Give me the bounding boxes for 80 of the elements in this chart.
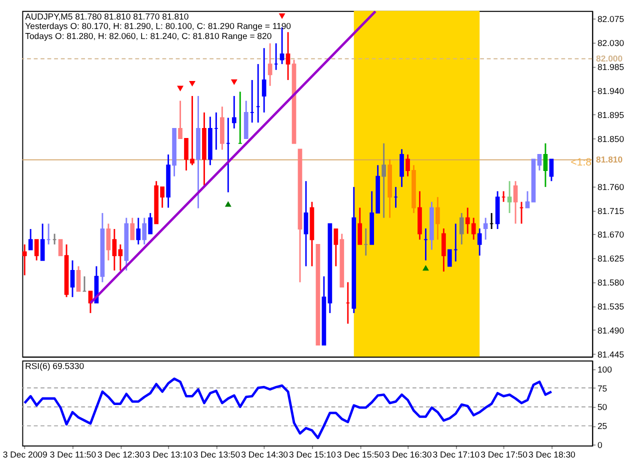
- y-tick-label: 82.030: [597, 38, 624, 48]
- annotation: Yesterdays O: 80.170, H: 81.290, L: 80.100, C: 81.290 Range = 1190: [25, 21, 292, 32]
- y-tick-label: 50: [597, 402, 608, 412]
- y-tick-label: 81.985: [597, 62, 624, 72]
- candlestick: [334, 228, 338, 267]
- candlestick: [447, 249, 452, 267]
- point: [422, 265, 429, 271]
- annotation: Todays O: 81.280, H: 82.060, L: 81.240, C: 81.810 Range = 820: [25, 30, 272, 41]
- candlestick: [477, 228, 482, 256]
- chart-title: RSI(6) 69.5330: [25, 361, 84, 372]
- candlestick: [136, 217, 141, 246]
- y-tick-label: 81.760: [597, 182, 624, 192]
- annotation: <1:8: [570, 156, 592, 168]
- line-series: [23, 378, 553, 440]
- x-tick-label: 3 Dec 12:30: [97, 450, 144, 460]
- candlestick: [58, 239, 63, 256]
- y-tick-label: 0: [597, 440, 602, 450]
- candlestick: [106, 222, 111, 262]
- y-tick-label: 81.625: [597, 254, 624, 264]
- x-tick-label: 3 Dec 15:50: [336, 450, 384, 460]
- x-tick-label: 3 Dec 2009: [2, 450, 48, 460]
- y-tick-label: 81.535: [597, 302, 624, 312]
- y-tick-label: 25: [597, 421, 608, 432]
- y-tick-label: 82.075: [597, 14, 624, 24]
- y-tick-label: 100: [597, 364, 612, 374]
- candlestick: [525, 190, 530, 208]
- y-tick-label: 81.715: [597, 206, 624, 216]
- candlestick: [358, 206, 362, 246]
- candlestick: [22, 244, 27, 276]
- candlestick: [382, 142, 386, 219]
- candlestick: [130, 217, 135, 240]
- ref-line-label: 81.810: [596, 154, 623, 165]
- candlestick: [513, 180, 518, 224]
- candlestick: [507, 180, 512, 214]
- y-tick-label: 81.895: [597, 110, 624, 120]
- point: [230, 79, 238, 85]
- candlestick: [436, 196, 440, 240]
- y-tick-label: 81.850: [597, 134, 624, 144]
- candlestick: [40, 222, 45, 262]
- y-tick-label: 81.490: [597, 325, 624, 336]
- point: [177, 86, 184, 92]
- candlestick: [400, 148, 404, 188]
- x-tick-label: 3 Dec 13:50: [193, 450, 240, 460]
- candlestick: [28, 228, 33, 250]
- y-tick-label: 81.940: [597, 86, 624, 96]
- ref-line-label: 82.000: [596, 54, 623, 64]
- candlestick: [483, 217, 488, 240]
- candlestick: [286, 31, 290, 81]
- candlestick: [537, 154, 542, 172]
- point: [189, 80, 196, 87]
- x-tick-label: 3 Dec 17:50: [480, 450, 528, 460]
- candlestick: [304, 180, 308, 267]
- candlestick: [406, 154, 410, 178]
- candlestick: [459, 212, 464, 246]
- candlestick: [76, 266, 81, 292]
- candlestick: [142, 217, 147, 246]
- candlestick: [268, 42, 272, 87]
- candlestick: [543, 142, 548, 188]
- candlestick: [34, 238, 39, 262]
- candlestick: [148, 212, 153, 235]
- x-tick-label: 3 Dec 16:30: [384, 450, 432, 460]
- point: [278, 13, 286, 19]
- candlestick: [442, 228, 446, 272]
- point: [224, 201, 232, 207]
- x-tick-label: 3 Dec 11:50: [50, 450, 96, 460]
- y-tick-label: 75: [597, 383, 608, 394]
- x-tick-label: 3 Dec 15:10: [289, 450, 336, 460]
- candlestick: [262, 47, 266, 114]
- candlestick: [70, 260, 75, 298]
- candlestick: [549, 158, 554, 182]
- candlestick: [232, 95, 236, 130]
- chart-title: AUDJPY,M5 81.780 81.810 81.770 81.810: [25, 12, 189, 22]
- y-tick-label: 81.580: [597, 278, 624, 288]
- x-tick-label: 3 Dec 14:30: [241, 450, 288, 460]
- y-tick-label: 81.445: [597, 349, 624, 360]
- x-tick-label: 3 Dec 13:10: [145, 450, 192, 460]
- x-tick-label: 3 Dec 18:30: [528, 450, 576, 460]
- y-tick-label: 81.670: [597, 230, 624, 240]
- candlestick: [178, 100, 182, 140]
- x-tick-label: 3 Dec 17:10: [432, 450, 480, 460]
